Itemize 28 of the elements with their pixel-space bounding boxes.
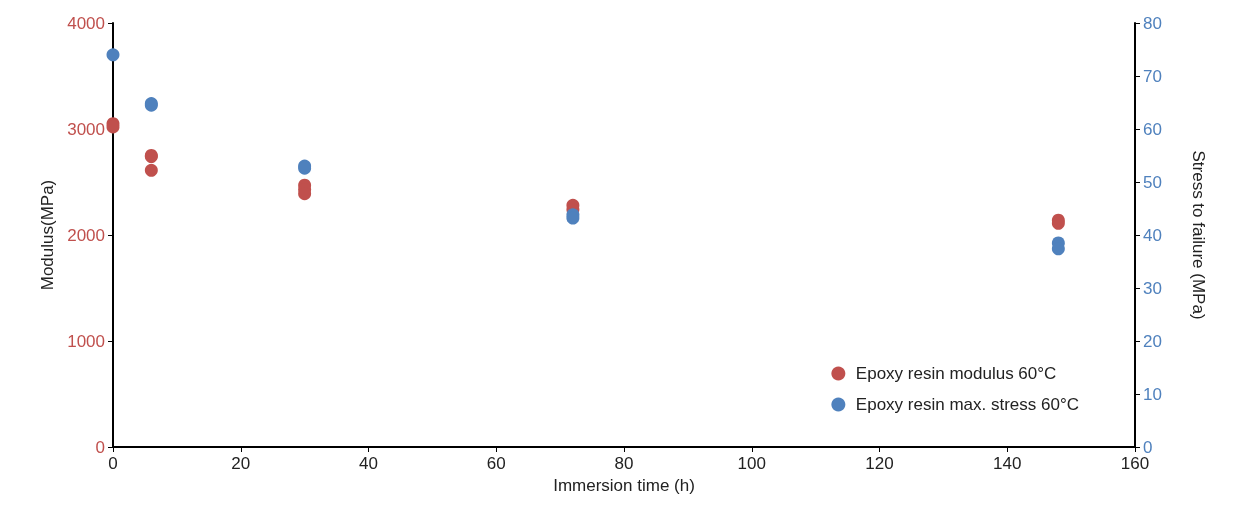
y-tick-label: 2000 [67, 225, 105, 245]
y-tick-label: 0 [95, 437, 105, 457]
y2-tick-label: 10 [1143, 384, 1162, 404]
x-tick-label: 20 [231, 454, 251, 473]
y2-tick-label: 80 [1143, 13, 1162, 33]
y2-tick-label: 20 [1143, 331, 1162, 351]
y2-tick-label: 40 [1143, 225, 1162, 245]
y2-axis-title: Stress to failure (MPa) [1189, 150, 1208, 320]
y-tick-label: 1000 [67, 331, 105, 351]
y2-tick-label: 30 [1143, 278, 1162, 298]
x-tick-label: 120 [865, 454, 894, 473]
x-axis-title: Immersion time (h) [553, 476, 695, 495]
legend-label: Epoxy resin max. stress 60°C [855, 395, 1080, 414]
y-tick-label: 3000 [67, 119, 105, 139]
legend-label: Epoxy resin modulus 60°C [855, 364, 1057, 383]
y2-tick-label: 0 [1143, 437, 1153, 457]
y-axis-title: Modulus(MPa) [38, 179, 58, 291]
x-tick-label: 100 [737, 454, 766, 473]
x-tick-label: 140 [993, 454, 1022, 473]
y2-tick-label: 50 [1143, 172, 1162, 192]
x-tick-label: 0 [108, 454, 118, 473]
y2-tick-label: 70 [1143, 66, 1162, 86]
x-tick-label: 40 [359, 454, 378, 473]
x-tick-label: 60 [486, 454, 506, 473]
x-tick-label: 80 [614, 454, 634, 473]
y2-tick-label: 60 [1143, 119, 1162, 139]
x-tick-label: 160 [1120, 454, 1150, 473]
y-tick-label: 4000 [67, 13, 105, 33]
